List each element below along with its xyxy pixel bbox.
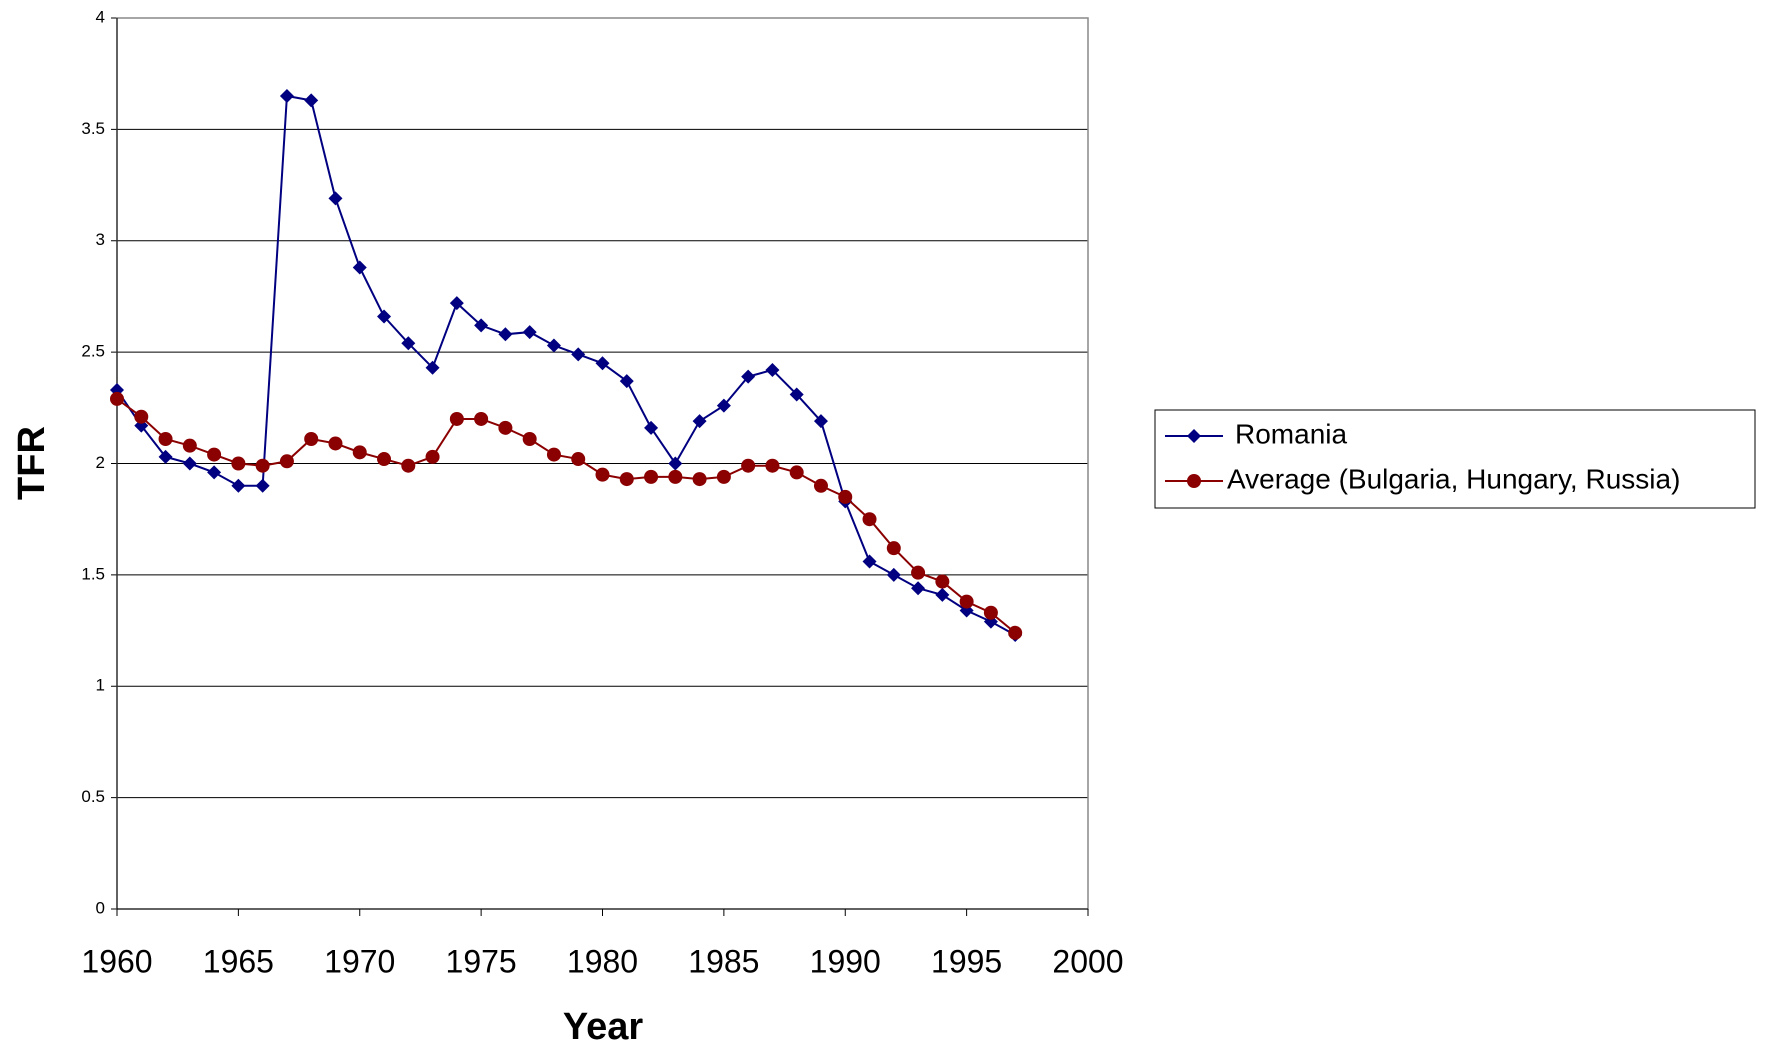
x-tick-label: 1980 [567, 943, 638, 979]
y-tick-label: 4 [96, 7, 105, 26]
y-tick-label: 3.5 [81, 119, 105, 138]
data-point [935, 574, 950, 589]
x-tick-label: 1970 [324, 943, 395, 979]
data-point [279, 88, 294, 103]
data-point [692, 472, 707, 487]
data-point [207, 465, 222, 480]
y-tick-label: 1 [96, 676, 105, 695]
data-point [862, 512, 877, 527]
data-point [668, 456, 683, 471]
legend-marker [1187, 474, 1201, 488]
data-point [644, 469, 659, 484]
data-point [619, 374, 634, 389]
data-point [158, 449, 173, 464]
data-point [741, 369, 756, 384]
data-point [595, 467, 610, 482]
y-tick-label: 0 [96, 898, 105, 917]
legend-box [1154, 409, 1756, 509]
data-point [182, 438, 197, 453]
data-point [231, 456, 246, 471]
data-point [449, 296, 464, 311]
data-point [449, 411, 464, 426]
data-point [401, 458, 416, 473]
data-point [425, 449, 440, 464]
x-tick-label: 1975 [446, 943, 517, 979]
data-point [716, 469, 731, 484]
x-tick-label: 1985 [688, 943, 759, 979]
data-point [838, 489, 853, 504]
data-point [279, 454, 294, 469]
data-point [255, 458, 270, 473]
data-point [692, 414, 707, 429]
data-point [255, 478, 270, 493]
data-point [304, 431, 319, 446]
y-tick-label: 2 [96, 453, 105, 472]
x-tick-label: 1960 [81, 943, 152, 979]
x-tick-label: 1965 [203, 943, 274, 979]
data-point [911, 581, 926, 596]
data-point [983, 605, 998, 620]
data-point [474, 318, 489, 333]
data-point [522, 325, 537, 340]
x-tick-label: 1995 [931, 943, 1002, 979]
y-tick-label: 2.5 [81, 342, 105, 361]
data-point [498, 420, 513, 435]
data-point [668, 469, 683, 484]
data-point [522, 431, 537, 446]
data-point [182, 456, 197, 471]
y-axis-title: TFR [11, 426, 53, 500]
data-point [789, 465, 804, 480]
x-axis-title: Year [563, 1006, 644, 1048]
data-point [110, 391, 124, 406]
data-point [911, 565, 926, 580]
data-point [741, 458, 756, 473]
data-point [1008, 625, 1023, 640]
x-tick-label: 2000 [1052, 943, 1123, 979]
series-line [116, 398, 1016, 634]
legend-marker [1187, 429, 1201, 443]
data-point [789, 387, 804, 402]
data-point [401, 336, 416, 351]
data-point [474, 411, 489, 426]
y-tick-label: 0.5 [81, 787, 105, 806]
data-point [304, 93, 319, 108]
data-point [716, 398, 731, 413]
data-point [134, 409, 149, 424]
data-point [377, 309, 392, 324]
data-point [352, 260, 367, 275]
data-point [619, 472, 634, 487]
data-point [546, 338, 561, 353]
data-point [377, 452, 392, 467]
data-point [207, 447, 222, 462]
data-point [644, 420, 659, 435]
y-tick-label: 1.5 [81, 564, 105, 583]
series-line [116, 94, 1016, 636]
data-point [231, 478, 246, 493]
data-point [765, 362, 780, 377]
data-point [328, 436, 343, 451]
data-point [886, 541, 901, 556]
data-point [595, 356, 610, 371]
data-point [935, 587, 950, 602]
data-point [765, 458, 780, 473]
y-tick-label: 3 [96, 230, 105, 249]
legend-label: Average (Bulgaria, Hungary, Russia) [1227, 463, 1680, 494]
data-point [571, 452, 586, 467]
legend-label: Romania [1235, 418, 1347, 449]
data-point [862, 554, 877, 569]
data-point [328, 191, 343, 206]
data-point [886, 567, 901, 582]
data-point [158, 431, 173, 446]
data-point [959, 594, 974, 609]
data-point [813, 414, 828, 429]
data-point [425, 360, 440, 375]
data-point [352, 445, 367, 460]
data-point [813, 478, 828, 493]
data-point [571, 347, 586, 362]
data-point [546, 447, 561, 462]
data-point [498, 327, 513, 342]
x-tick-label: 1990 [810, 943, 881, 979]
